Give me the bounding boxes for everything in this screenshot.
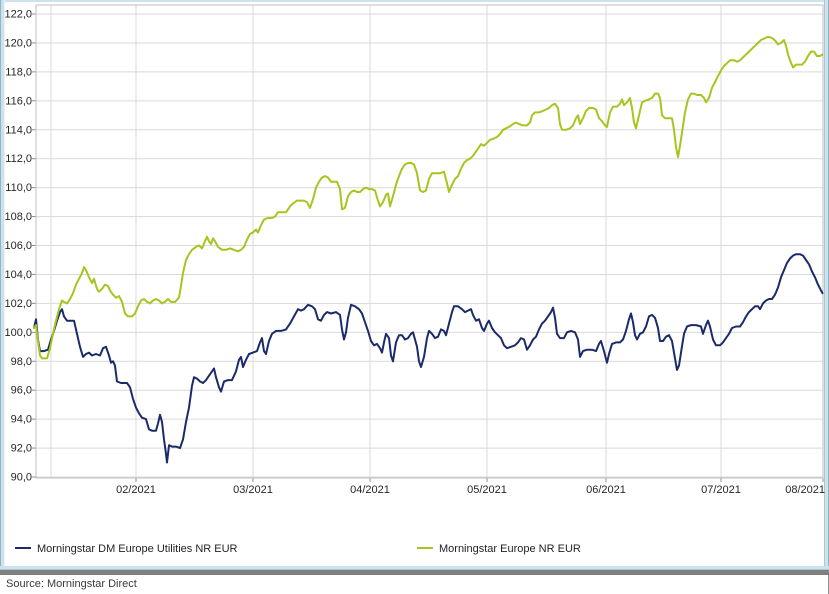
x-tick-label: 02/2021 xyxy=(116,484,156,496)
y-tick-label: 104,0 xyxy=(4,269,32,281)
series-line-0 xyxy=(33,253,824,464)
axes xyxy=(32,4,824,482)
y-tick-label: 116,0 xyxy=(5,95,32,107)
frame-bottom xyxy=(0,566,829,570)
y-tick-label: 106,0 xyxy=(4,240,32,252)
separator-bar xyxy=(0,570,829,575)
x-tick-label: 05/2021 xyxy=(467,484,507,496)
y-tick-label: 114,0 xyxy=(5,124,32,136)
y-tick-label: 96,0 xyxy=(11,385,32,397)
x-tick-label: 04/2021 xyxy=(350,484,390,496)
y-tick-label: 118,0 xyxy=(5,66,32,78)
y-tick-label: 110,0 xyxy=(5,182,32,194)
frame-top xyxy=(0,0,829,2)
y-tick-label: 112,0 xyxy=(5,153,32,165)
legend-swatch-utilities-line xyxy=(15,547,31,550)
legend-label-utilities: Morningstar DM Europe Utilities NR EUR xyxy=(37,543,238,555)
x-tick-label: 08/2021 xyxy=(785,484,825,496)
gridlines xyxy=(36,5,823,478)
y-tick-label: 100,0 xyxy=(4,327,32,339)
x-tick-label: 07/2021 xyxy=(701,484,741,496)
price-line-chart: 122,0 120,0 118,0 116,0 114,0 112,0 110,0 108,0… xyxy=(4,4,825,497)
series-lines xyxy=(33,36,824,464)
plot-border xyxy=(35,4,824,479)
y-tick-label: 90,0 xyxy=(11,472,32,484)
y-tick-label: 122,0 xyxy=(4,9,32,21)
y-tick-label: 120,0 xyxy=(4,37,32,49)
y-tick-label: 94,0 xyxy=(11,414,32,426)
source-label: Source: Morningstar Direct xyxy=(6,578,137,590)
legend-item-europe: Morningstar Europe NR EUR xyxy=(417,542,581,557)
frame-left xyxy=(0,0,5,570)
legend-label-europe: Morningstar Europe NR EUR xyxy=(439,543,581,555)
axis-labels: 122,0 120,0 118,0 116,0 114,0 112,0 110,0 108,0… xyxy=(4,9,825,497)
x-tick-label: 06/2021 xyxy=(586,484,626,496)
y-tick-label: 98,0 xyxy=(11,356,32,368)
x-tick-label: 03/2021 xyxy=(233,484,273,496)
source-bar: Source: Morningstar Direct xyxy=(0,575,829,594)
legend-item-utilities: Morningstar DM Europe Utilities NR EUR xyxy=(15,542,238,557)
legend-swatch-europe-line xyxy=(417,547,433,550)
chart-widget: 122,0 120,0 118,0 116,0 114,0 112,0 110,0 108,0… xyxy=(0,0,829,570)
series-line-1 xyxy=(33,36,824,360)
y-tick-label: 92,0 xyxy=(11,443,32,455)
y-tick-label: 102,0 xyxy=(4,298,32,310)
y-tick-label: 108,0 xyxy=(4,211,32,223)
